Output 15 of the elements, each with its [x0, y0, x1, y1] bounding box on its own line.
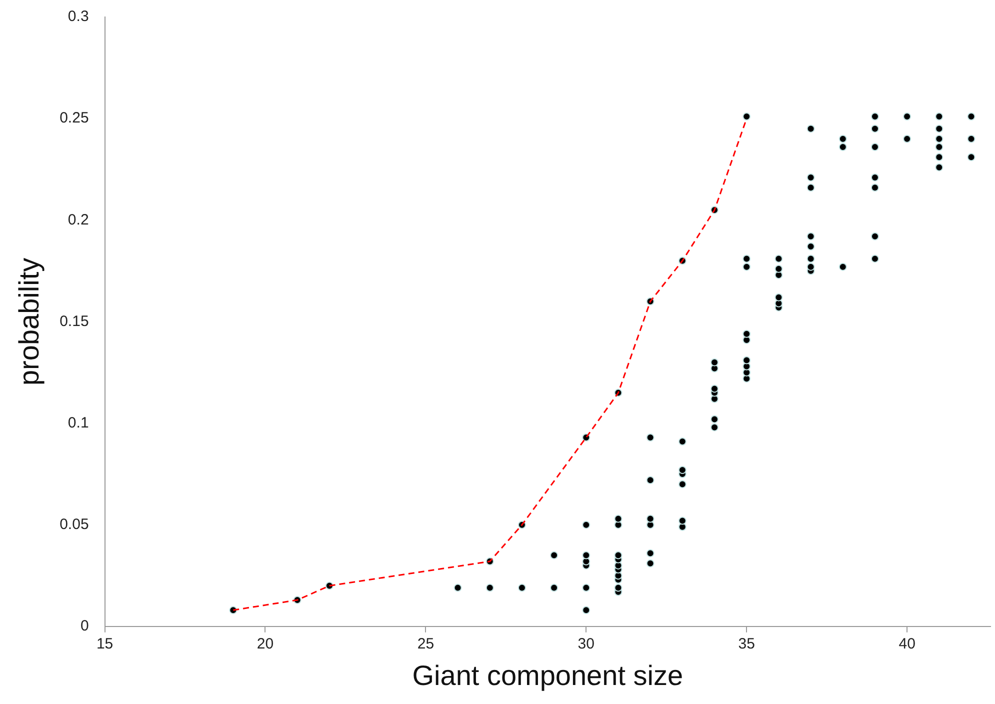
x-tick-label: 30	[578, 636, 594, 653]
x-tick-label: 20	[256, 636, 274, 653]
y-tick-label: 0	[80, 618, 89, 635]
y-axis-title: probability	[14, 258, 45, 386]
y-tick-label: 0.05	[60, 516, 89, 533]
x-tick-label: 15	[96, 636, 114, 653]
y-tick-label: 0.3	[68, 8, 89, 26]
x-tick-label: 35	[738, 636, 755, 653]
x-tick-label: 40	[898, 636, 916, 653]
x-axis-title: Giant component size	[412, 660, 684, 691]
y-tick-label: 0.15	[60, 312, 89, 330]
y-tick-label: 0.1	[68, 414, 89, 432]
x-tick-label: 25	[417, 636, 434, 653]
y-tick-label: 0.25	[60, 110, 89, 127]
y-tick-label: 0.2	[68, 211, 89, 228]
